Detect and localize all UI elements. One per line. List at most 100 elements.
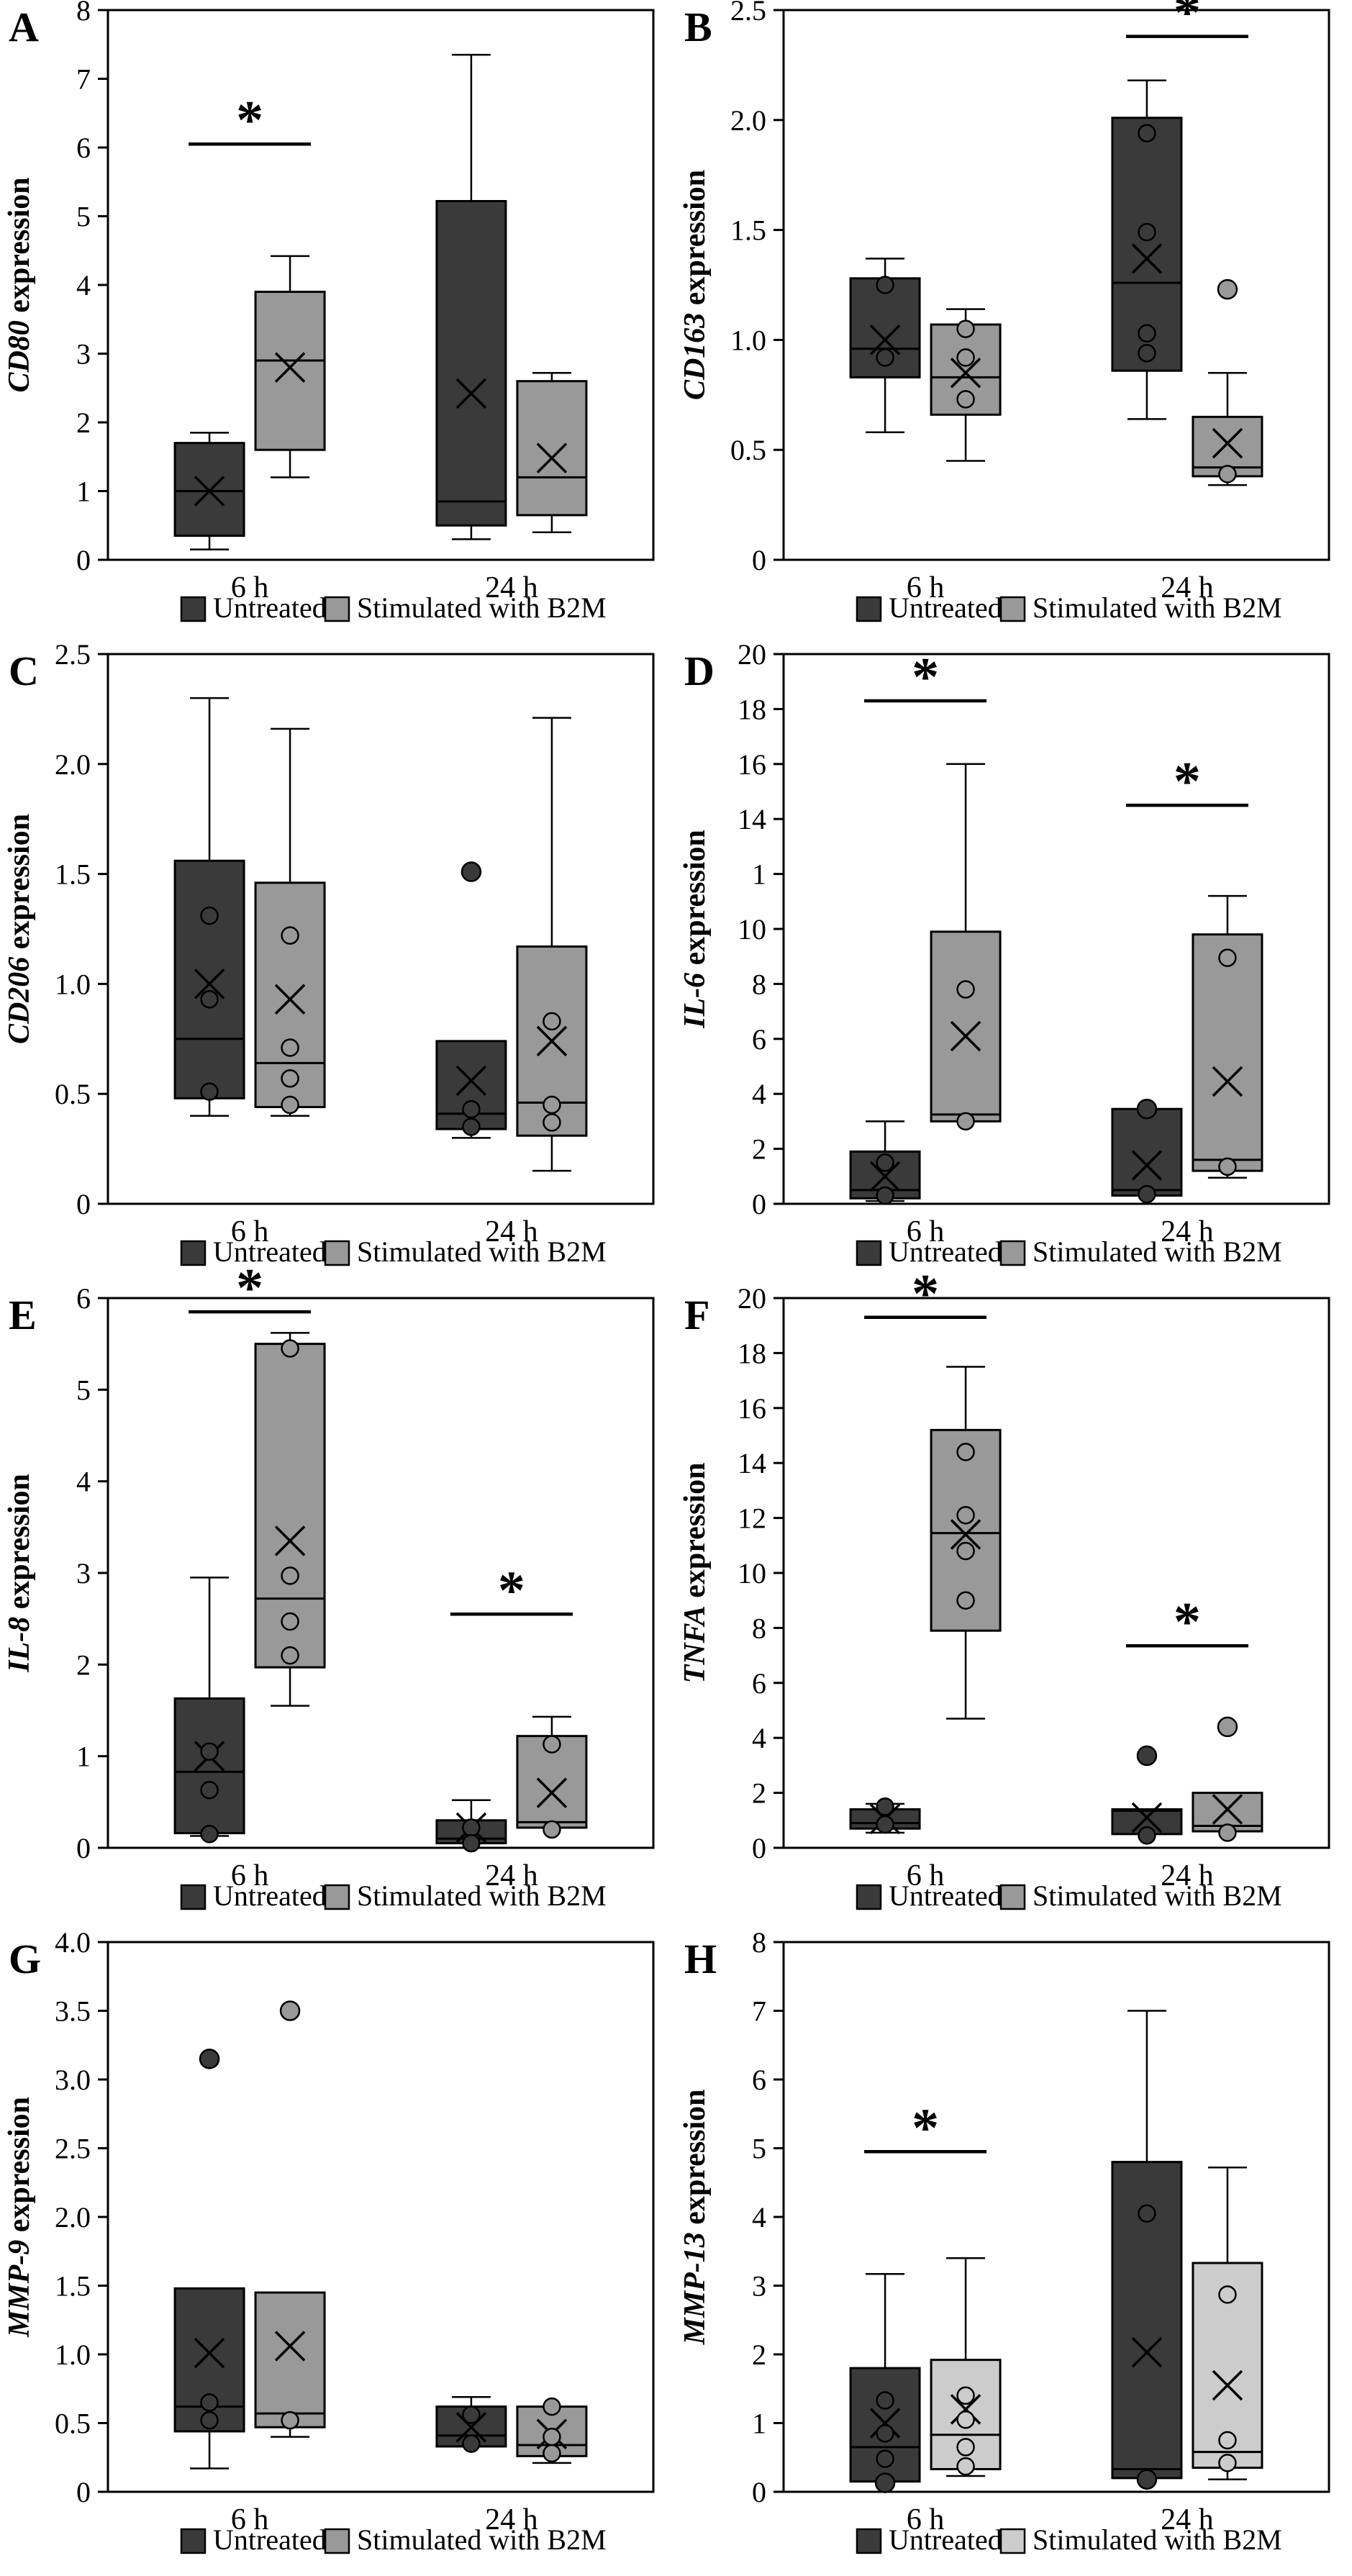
significance-asterisk: * [498,1560,525,1620]
y-axis: 0 0.5 1.0 1.5 2.0 2.5 [730,0,784,576]
panel-G: G 0 0.5 1.0 1.5 2.0 2.5 3.0 3.5 4.0 MMP-9 express… [0,1926,676,2576]
data-point [1218,948,1237,967]
y-tick-label: 2.0 [730,104,766,137]
x-group-label: 6 h [231,571,269,604]
box-rect [1111,1107,1183,1197]
data-point [200,1082,219,1101]
x-group-label: 24 h [1161,1215,1214,1248]
data-point [462,1833,481,1853]
legend-swatch-untreated [856,596,882,622]
outlier-point [1136,1098,1158,1120]
legend-swatch-untreated [180,596,207,622]
y-tick-label: 3 [76,338,91,371]
boxplot-24h-untreated [435,861,507,1139]
plot-frame [782,1297,1330,1849]
y-tick-label: 2.5 [55,638,91,671]
panel-letter-E: E [9,1292,37,1338]
mean-x-marker [536,1777,568,1808]
y-tick-label: 4 [752,1722,766,1754]
panel-G-chart: 0 0.5 1.0 1.5 2.0 2.5 3.0 3.5 4.0 MMP-9 expressio… [3,1926,655,2556]
legend-label-b2m: Stimulated with B2M [357,1879,607,1912]
legend-swatch-b2m [324,1240,350,1266]
mean-x-marker [869,1161,901,1192]
y-tick-label: 14 [738,1447,766,1479]
legend-label-b2m: Stimulated with B2M [357,591,607,624]
boxplot-24h-untreated [435,1799,507,1853]
y-axis-label: MMP-13 expression [679,2089,712,2345]
x-group-label: 6 h [907,1859,945,1892]
significance-asterisk: * [1174,751,1201,812]
mean-x-marker [455,2411,487,2443]
y-tick-label: 0 [76,1832,91,1864]
boxplot-6h-b2m [254,1332,326,1707]
legend-label-untreated: Untreated [889,591,1002,624]
x-group-label: 24 h [485,1215,538,1248]
y-tick-label: 6 [76,1282,91,1315]
y-axis: 0 1 2 3 4 5 6 7 8 [752,1926,784,2508]
mean-x-marker [950,358,981,389]
y-tick-label: 4 [752,2201,766,2233]
x-group-label: 24 h [1161,571,1214,604]
data-point [200,1825,219,1843]
boxplot-6h-b2m [254,727,326,1117]
outlier-point [461,861,482,882]
panel-A: A 0 1 2 3 4 5 6 7 8 CD80 expression 6 h 24 h * Untrea… [0,0,676,644]
data-point [876,1153,894,1172]
data-point [956,348,975,367]
data-point [462,2434,481,2453]
boxplot-24h-untreated [1111,1745,1183,1845]
x-group-label: 6 h [907,2503,945,2536]
panel-A-chart: 0 1 2 3 4 5 6 7 8 CD80 expression 6 h 24 h * Untreate… [3,0,655,624]
panel-E: E 0 1 2 3 4 5 6 IL-8 expression 6 h 24 h * * Untreat… [0,1258,676,1932]
data-point [1218,2454,1237,2472]
data-point [543,1113,561,1132]
mean-x-marker [455,378,487,409]
data-point [956,2438,975,2457]
y-tick-label: 3 [76,1557,91,1589]
y-tick-label: 1.5 [730,214,766,247]
legend-swatch-untreated [856,2528,882,2554]
data-point [281,1095,299,1115]
data-point [462,1117,481,1136]
y-tick-label: 0.5 [55,2408,91,2440]
y-tick-label: 2.0 [55,2201,91,2233]
boxplot-6h-b2m [930,2257,1002,2477]
data-point [956,1506,975,1525]
boxplot-24h-b2m [516,717,588,1172]
boxplot-6h-untreated [849,1120,921,1205]
y-tick-label: 1.0 [55,2339,91,2371]
significance-asterisk: * [1174,0,1201,43]
significance-asterisk: * [912,1264,939,1324]
panel-letter-F: F [684,1292,710,1338]
data-point [543,1735,561,1754]
y-tick-label: 20 [738,638,766,671]
mean-x-marker [455,1065,487,1097]
data-point [956,1443,975,1461]
data-point [1218,465,1237,484]
y-axis-label: TNFA expression [679,1463,712,1684]
legend-label-b2m: Stimulated with B2M [1033,591,1282,624]
mean-x-marker [194,969,225,999]
legend-swatch-untreated [180,1240,207,1266]
data-point [876,1815,894,1834]
y-tick-label: 3 [752,2270,766,2303]
y-tick-label: 4 [752,1078,766,1110]
data-point [1138,124,1156,142]
data-point [956,2457,975,2476]
data-point [543,2444,561,2463]
panel-letter-G: G [9,1936,42,1982]
mean-x-marker [950,1519,981,1550]
mean-x-marker [1131,1802,1163,1833]
data-point [543,1012,561,1031]
y-tick-label: 5 [76,201,91,233]
data-point [281,1612,299,1631]
legend-swatch-b2m [999,596,1026,622]
y-axis: 0 1 2 3 4 5 6 [76,1282,108,1864]
data-point [281,2411,299,2430]
legend-label-b2m: Stimulated with B2M [357,2523,607,2556]
data-point [462,2405,481,2424]
data-point [462,1099,481,1119]
significance-asterisk: * [236,90,263,150]
mean-x-marker [1212,1794,1243,1825]
